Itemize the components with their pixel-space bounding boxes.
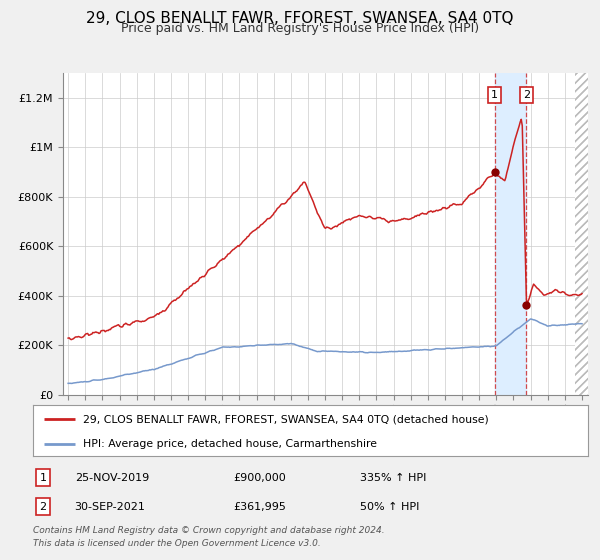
Text: 29, CLOS BENALLT FAWR, FFOREST, SWANSEA, SA4 0TQ (detached house): 29, CLOS BENALLT FAWR, FFOREST, SWANSEA,… [83, 414, 488, 424]
Text: 25-NOV-2019: 25-NOV-2019 [74, 473, 149, 483]
Text: £361,995: £361,995 [233, 502, 286, 511]
Text: 30-SEP-2021: 30-SEP-2021 [74, 502, 146, 511]
Text: Contains HM Land Registry data © Crown copyright and database right 2024.: Contains HM Land Registry data © Crown c… [33, 526, 385, 535]
Text: £900,000: £900,000 [233, 473, 286, 483]
Text: 1: 1 [40, 473, 46, 483]
Bar [575, 73, 587, 395]
Text: 335% ↑ HPI: 335% ↑ HPI [361, 473, 427, 483]
Text: 29, CLOS BENALLT FAWR, FFOREST, SWANSEA, SA4 0TQ: 29, CLOS BENALLT FAWR, FFOREST, SWANSEA,… [86, 11, 514, 26]
Text: This data is licensed under the Open Government Licence v3.0.: This data is licensed under the Open Gov… [33, 539, 321, 548]
Text: 2: 2 [523, 90, 530, 100]
Text: 2: 2 [40, 502, 47, 511]
Text: HPI: Average price, detached house, Carmarthenshire: HPI: Average price, detached house, Carm… [83, 438, 377, 449]
Text: Price paid vs. HM Land Registry's House Price Index (HPI): Price paid vs. HM Land Registry's House … [121, 22, 479, 35]
Bar [494, 73, 526, 395]
Text: 50% ↑ HPI: 50% ↑ HPI [361, 502, 420, 511]
Text: 1: 1 [491, 90, 498, 100]
Bar [575, 73, 587, 395]
